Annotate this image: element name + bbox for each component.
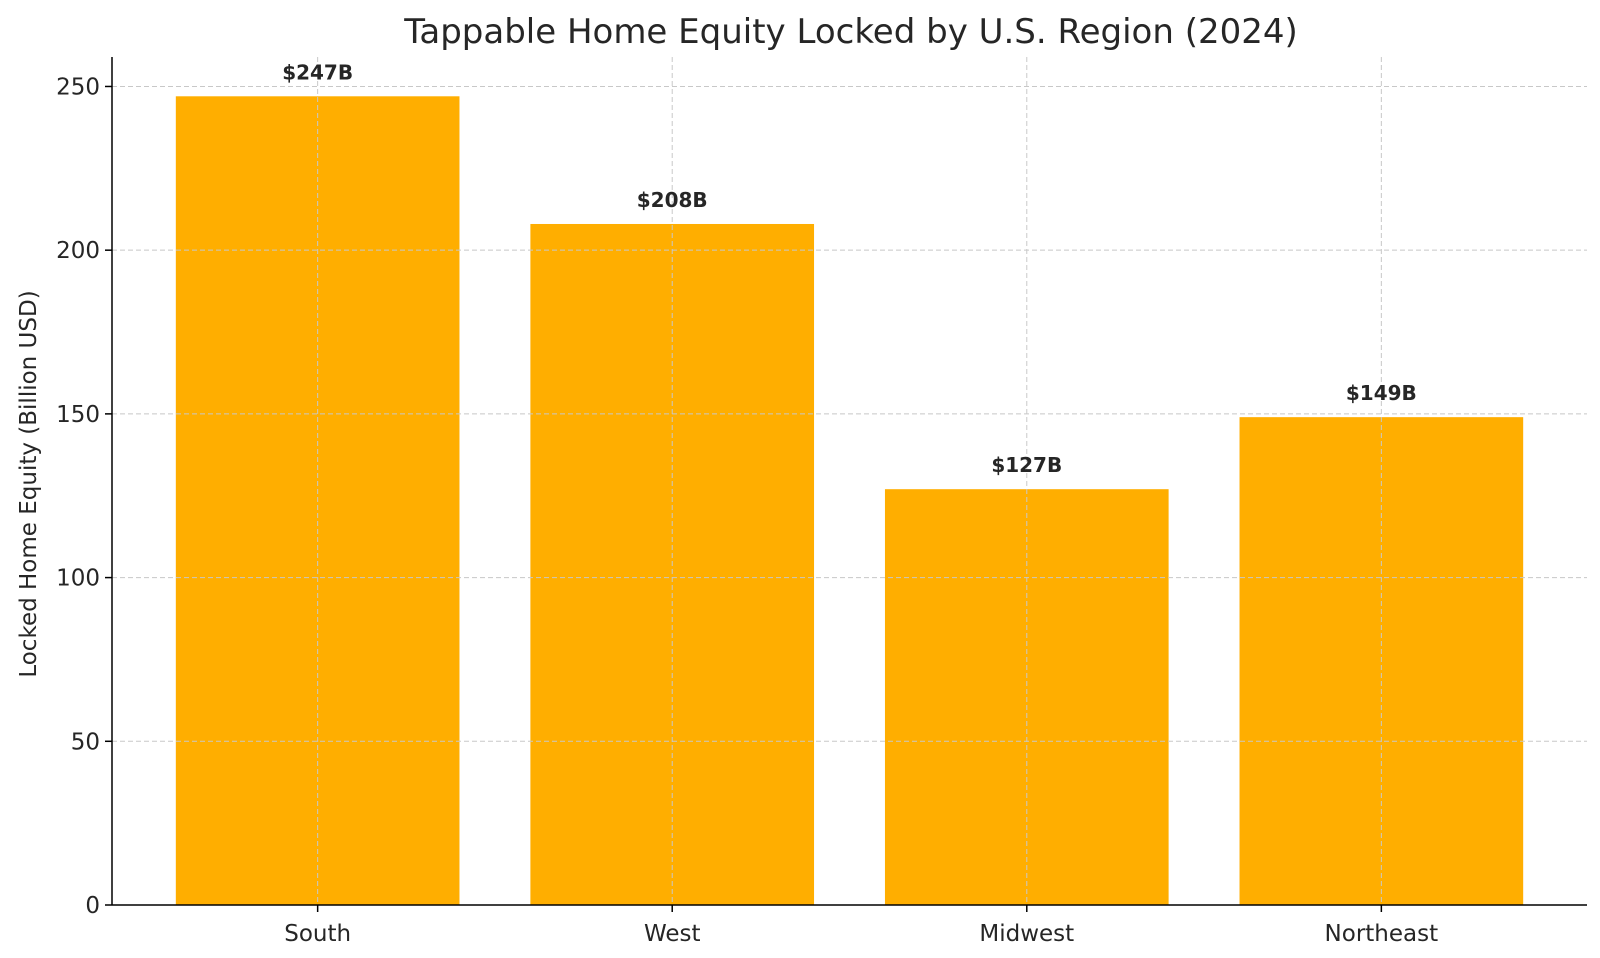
x-tick-label-west: West <box>644 921 701 947</box>
data-label-northeast: $149B <box>1346 381 1417 405</box>
y-tick-label: 0 <box>85 893 100 919</box>
axes: South West Midwest Northeast 0 50 100 150 200 250 <box>56 57 1587 947</box>
gridlines <box>112 57 1587 905</box>
x-tick-label-northeast: Northeast <box>1325 921 1439 947</box>
data-label-midwest: $127B <box>991 453 1062 477</box>
x-tick-label-midwest: Midwest <box>979 921 1074 947</box>
y-axis-label: Locked Home Equity (Billion USD) <box>16 290 42 677</box>
bars <box>175 96 1524 906</box>
data-label-south: $247B <box>282 60 353 84</box>
x-tick-label-south: South <box>284 921 351 947</box>
y-tick-label: 100 <box>56 566 100 592</box>
y-tick-label: 150 <box>56 402 100 428</box>
data-label-west: $208B <box>637 188 708 212</box>
chart-title: Tappable Home Equity Locked by U.S. Regi… <box>403 12 1298 52</box>
data-labels: $247B $208B $127B $149B <box>282 60 1417 477</box>
y-tick-label: 250 <box>56 74 100 100</box>
y-tick-label: 50 <box>71 729 100 755</box>
y-tick-label: 200 <box>56 238 100 264</box>
